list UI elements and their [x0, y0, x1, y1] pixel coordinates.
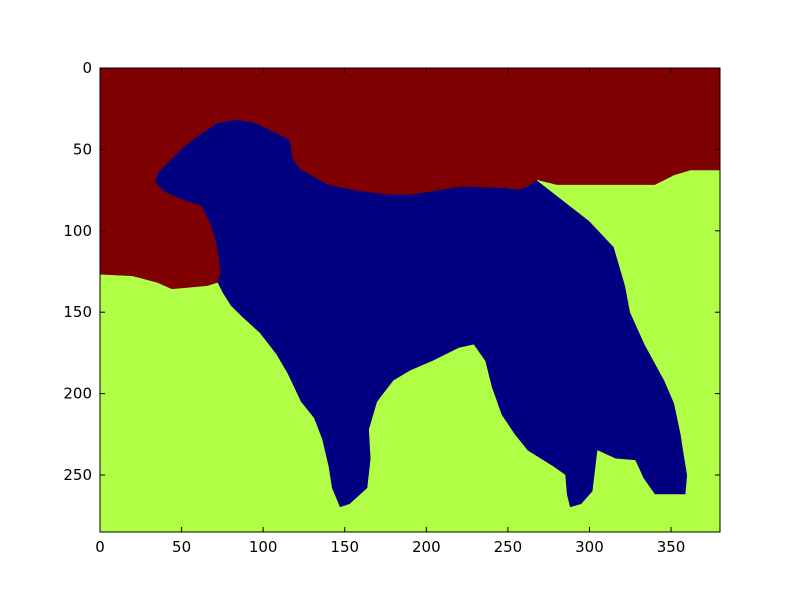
y-tick-label: 200 — [63, 385, 92, 403]
x-tick-label: 200 — [412, 538, 441, 556]
x-tick-label: 150 — [330, 538, 359, 556]
y-tick-label: 250 — [63, 466, 92, 484]
y-tick-label: 150 — [63, 303, 92, 321]
x-tick-label: 50 — [172, 538, 191, 556]
x-tick-label: 250 — [494, 538, 523, 556]
heatmap-regions — [99, 67, 721, 533]
y-tick-label: 100 — [63, 222, 92, 240]
region-ground — [99, 170, 721, 533]
plot-frame — [99, 67, 721, 533]
y-tick-label: 0 — [82, 59, 92, 77]
tick-labels: 0 50 100 150 200 250 300 350 0 50 100 150 200 250 — [63, 59, 685, 556]
x-tick-label: 300 — [575, 538, 604, 556]
axis-ticks — [99, 67, 720, 532]
x-tick-label: 100 — [249, 538, 278, 556]
x-tick-label: 0 — [95, 538, 105, 556]
y-tick-label: 50 — [73, 140, 92, 158]
x-tick-label: 350 — [657, 538, 686, 556]
